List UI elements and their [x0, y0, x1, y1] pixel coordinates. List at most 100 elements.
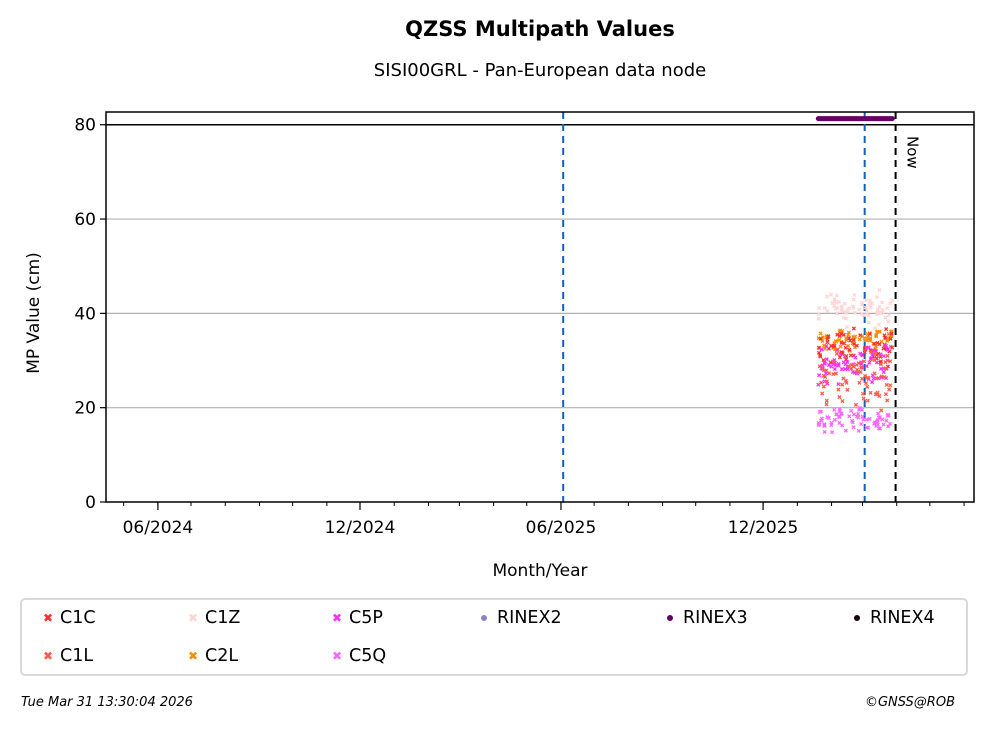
data-point-c5q: [843, 428, 848, 433]
data-point-c1z: [845, 324, 850, 329]
data-point-c1l: [883, 366, 888, 371]
data-point-c1c: [832, 343, 837, 348]
data-point-c1z: [844, 316, 849, 321]
legend-item-c5p: ✖ C5P: [332, 608, 383, 628]
data-point-c5q: [829, 420, 834, 425]
data-point-c5p: [839, 366, 845, 372]
data-point-c1z: [836, 299, 842, 304]
data-point-c5p: [870, 380, 875, 385]
data-point-c1l: [885, 353, 890, 358]
data-point-c1l: [863, 381, 869, 386]
data-point-c2l: [846, 330, 851, 335]
data-point-c1l: [865, 398, 870, 403]
data-point-c5q: [849, 408, 854, 413]
data-point-c5q: [877, 414, 882, 420]
data-point-c5p: [836, 363, 841, 368]
legend-label-c5p: C5P: [349, 608, 383, 628]
data-point-c1z: [851, 306, 856, 311]
data-point-c5q: [840, 423, 845, 428]
data-point-c5p: [819, 347, 824, 352]
data-point-c1z: [867, 301, 873, 306]
legend-item-c1z: ✖ C1Z: [188, 608, 240, 628]
data-point-c1l: [824, 368, 829, 373]
data-point-c5q: [834, 412, 840, 417]
data-point-c5q: [819, 418, 824, 423]
legend-label-c2l: C2L: [205, 646, 239, 666]
data-point-c1c: [890, 345, 895, 350]
data-point-c1l: [862, 359, 867, 364]
data-point-c1c: [816, 350, 822, 355]
data-point-c1z: [851, 297, 856, 302]
data-point-c1z: [864, 308, 869, 313]
data-point-c1l: [834, 351, 839, 356]
data-point-c1c: [829, 343, 834, 348]
data-point-c1z: [829, 292, 834, 297]
data-point-c5q: [832, 417, 837, 422]
data-point-c1c: [825, 337, 830, 342]
data-point-c1l: [819, 380, 824, 385]
data-point-c5p: [864, 364, 869, 369]
data-point-c1z: [864, 298, 869, 303]
data-point-c1c: [844, 357, 849, 362]
data-point-c5q: [876, 411, 881, 416]
legend-label-c1c: C1C: [60, 608, 96, 628]
data-point-c1c: [842, 341, 847, 346]
data-point-c1z: [831, 303, 837, 308]
data-point-c1l: [877, 393, 882, 399]
data-point-c1z: [825, 294, 830, 299]
data-point-c1c: [847, 347, 852, 352]
footer-timestamp: Tue Mar 31 13:30:04 2026: [21, 695, 193, 710]
data-point-c1l: [874, 376, 879, 381]
data-point-c2l: [864, 338, 869, 343]
data-point-c2l: [857, 337, 862, 342]
data-point-c1c: [846, 336, 852, 341]
legend-label-rinex3: RINEX3: [683, 608, 748, 628]
data-point-c1l: [861, 396, 866, 401]
legend-item-c1l: ✖ C1L: [43, 646, 93, 666]
data-point-c2l: [851, 334, 856, 339]
data-point-c1l: [849, 366, 854, 371]
data-point-c1z: [847, 306, 852, 311]
plot-frame: [105, 111, 975, 503]
data-point-c1z: [822, 306, 827, 311]
data-point-c1z: [834, 311, 839, 316]
data-point-c5q: [875, 422, 880, 427]
data-point-c1z: [841, 315, 846, 320]
data-point-c1z: [834, 305, 840, 310]
data-point-c1z: [889, 298, 895, 303]
data-point-c1c: [889, 331, 894, 336]
data-point-c1l: [840, 382, 845, 387]
data-point-c5q: [817, 422, 822, 427]
data-point-c1z: [866, 313, 871, 318]
data-point-c1l: [883, 392, 888, 397]
data-point-c5q: [859, 422, 864, 427]
data-point-c1z: [868, 298, 873, 303]
data-point-c1c: [852, 341, 857, 347]
data-point-c5q: [822, 429, 827, 434]
data-point-c1l: [865, 384, 870, 389]
data-point-c1z: [883, 315, 888, 320]
chart-subtitle: SISI00GRL - Pan-European data node: [373, 60, 707, 81]
data-point-c1z: [885, 306, 890, 311]
data-point-c1l: [863, 373, 868, 379]
data-point-c2l: [818, 331, 823, 336]
data-point-c1c: [851, 326, 856, 331]
legend-marker-rinex4: [854, 615, 860, 621]
data-point-c5q: [861, 417, 866, 422]
data-point-c1z: [857, 307, 862, 312]
data-point-c1l: [879, 408, 884, 413]
data-point-c1l: [872, 371, 877, 376]
data-point-c1z: [842, 301, 847, 306]
data-point-c1c: [872, 341, 877, 346]
data-point-c1l: [859, 376, 865, 381]
data-point-c5q: [886, 413, 891, 418]
y-tick-label: 20: [74, 399, 96, 419]
data-point-c1c: [818, 336, 823, 341]
data-point-c5q: [832, 407, 837, 412]
data-point-c5p: [836, 382, 841, 387]
legend-marker-c5p: ✖: [331, 611, 343, 625]
legend-item-rinex3: RINEX3: [667, 608, 748, 628]
now-label: Now: [904, 136, 922, 169]
data-point-c1z: [816, 316, 821, 321]
data-point-c2l: [874, 333, 879, 338]
